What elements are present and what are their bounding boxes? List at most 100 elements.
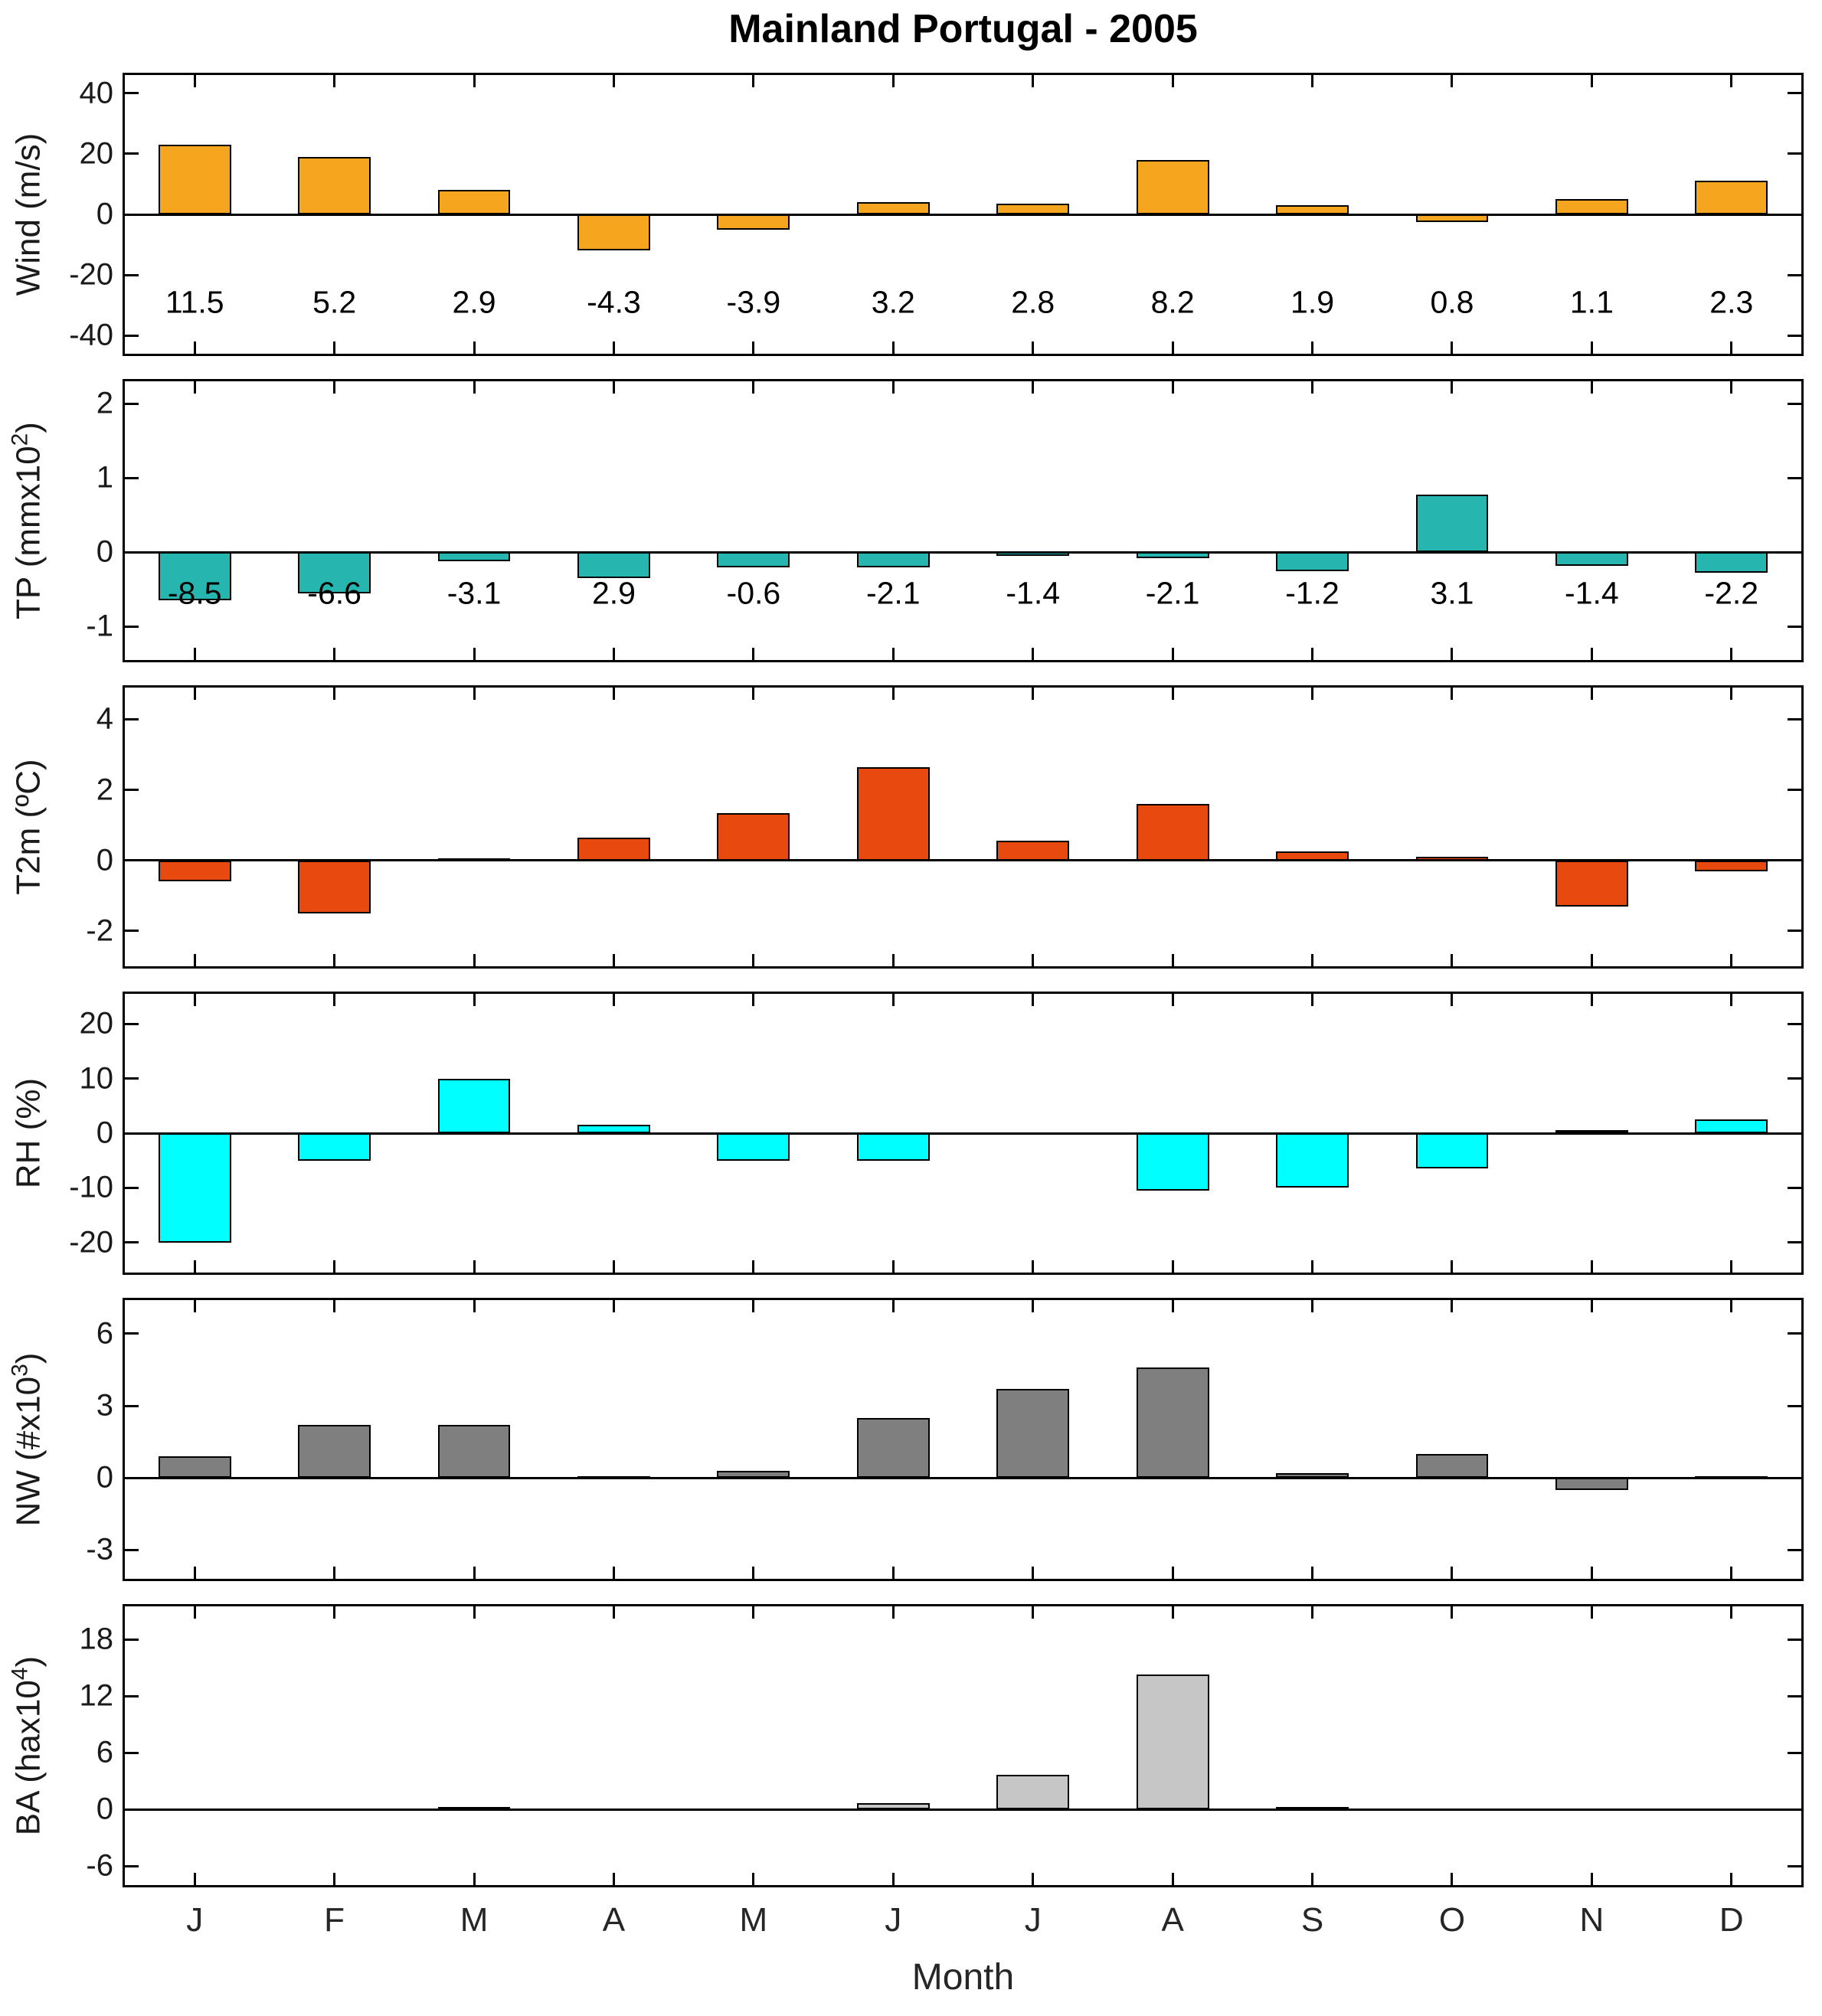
x-tick-mark bbox=[1032, 954, 1035, 966]
x-tick-mark bbox=[1590, 994, 1593, 1006]
x-tick-mark bbox=[1590, 75, 1593, 87]
x-tick-mark bbox=[1032, 648, 1035, 660]
y-tick-mark bbox=[125, 1186, 139, 1189]
x-tick-mark bbox=[1590, 1300, 1593, 1312]
tp-y-axis-label-text: TP (mmx10 bbox=[9, 446, 47, 619]
zero-line bbox=[125, 1132, 1801, 1135]
x-tick-mark bbox=[193, 75, 196, 87]
wind-plot-area: 11.5 5.2 2.9 -4.3 -3.9 3.2 2.8 8.2 1.9 0.8 1.1 2.3 bbox=[123, 73, 1804, 356]
x-tick-mark bbox=[473, 1567, 476, 1579]
bar-wind-F1 bbox=[298, 156, 371, 214]
bar-value-label: 5.2 bbox=[312, 284, 357, 320]
bar-value-label: 0.8 bbox=[1430, 284, 1474, 320]
y-tick-mark bbox=[1788, 334, 1801, 337]
x-tick-mark bbox=[1451, 1260, 1454, 1273]
bar-value-label: 1.1 bbox=[1569, 284, 1614, 320]
bar-nw-J6 bbox=[996, 1389, 1070, 1479]
x-tick-mark bbox=[473, 1606, 476, 1619]
t2m-y-axis-label: T2m (ºC) bbox=[8, 759, 48, 894]
x-tick-mark bbox=[193, 341, 196, 354]
x-tick-mark bbox=[333, 1873, 336, 1885]
x-tick-mark bbox=[473, 1873, 476, 1885]
y-tick-mark bbox=[1788, 1548, 1801, 1551]
bar-nw-D11 bbox=[1695, 1476, 1768, 1480]
x-tick-mark bbox=[612, 688, 615, 700]
x-tick-mark bbox=[612, 648, 615, 660]
rh-plot-area bbox=[123, 992, 1804, 1275]
x-tick-mark bbox=[1451, 1873, 1454, 1885]
x-tick-mark bbox=[473, 341, 476, 354]
bar-rh-M2 bbox=[437, 1078, 511, 1133]
wind-y-axis-label-text: Wind (m/s) bbox=[9, 132, 47, 296]
x-tick-mark bbox=[473, 1300, 476, 1312]
y-tick-mark bbox=[125, 1548, 139, 1551]
wind-y-axis-label: Wind (m/s) bbox=[8, 133, 48, 296]
bar-t2m-A3 bbox=[577, 837, 650, 861]
y-tick-mark bbox=[1788, 1022, 1801, 1025]
x-tick-mark bbox=[1311, 994, 1314, 1006]
x-tick-mark bbox=[612, 1300, 615, 1312]
x-tick-mark bbox=[193, 1260, 196, 1273]
x-tick-mark bbox=[1730, 1873, 1733, 1885]
bar-tp-S8 bbox=[1276, 552, 1349, 571]
y-tick-mark bbox=[1788, 930, 1801, 933]
x-tick-mark bbox=[1730, 381, 1733, 394]
bar-nw-M4 bbox=[717, 1470, 790, 1479]
x-tick-mark bbox=[612, 1260, 615, 1273]
y-tick-mark bbox=[1788, 717, 1801, 720]
y-tick-mark bbox=[125, 402, 139, 405]
bar-value-label: -6.6 bbox=[307, 575, 361, 611]
bar-nw-O9 bbox=[1415, 1453, 1489, 1479]
y-tick-label: 40 bbox=[79, 76, 114, 110]
bar-wind-A7 bbox=[1136, 159, 1209, 214]
bar-value-label: 1.9 bbox=[1290, 284, 1335, 320]
bar-value-label: -1.4 bbox=[1006, 575, 1061, 611]
y-tick-mark bbox=[125, 930, 139, 933]
tp-y-axis-label-post: ) bbox=[9, 422, 47, 433]
x-tick-label: N bbox=[1579, 1901, 1604, 1939]
y-tick-mark bbox=[125, 1022, 139, 1025]
x-tick-mark bbox=[473, 954, 476, 966]
bar-value-label: 2.9 bbox=[591, 575, 636, 611]
x-tick-mark bbox=[1311, 75, 1314, 87]
x-tick-mark bbox=[1032, 1606, 1035, 1619]
x-tick-mark bbox=[752, 1260, 755, 1273]
y-tick-mark bbox=[125, 1404, 139, 1407]
bar-tp-A3 bbox=[577, 552, 650, 579]
x-tick-mark bbox=[193, 1606, 196, 1619]
x-tick-label: J bbox=[885, 1901, 902, 1939]
y-tick-label: -40 bbox=[69, 318, 113, 352]
x-tick-mark bbox=[473, 994, 476, 1006]
bar-nw-J0 bbox=[158, 1456, 231, 1479]
x-tick-mark bbox=[1032, 75, 1035, 87]
x-tick-mark bbox=[1590, 954, 1593, 966]
bar-tp-A7 bbox=[1136, 552, 1209, 558]
bar-t2m-O9 bbox=[1415, 857, 1489, 861]
x-tick-mark bbox=[193, 381, 196, 394]
y-tick-label: -3 bbox=[86, 1532, 113, 1567]
bar-rh-A3 bbox=[577, 1125, 650, 1133]
y-tick-mark bbox=[1788, 92, 1801, 95]
bar-value-label: -8.5 bbox=[167, 575, 222, 611]
panel-rh: RH (%) 20 10 0 -10 -20 bbox=[0, 992, 1822, 1275]
bar-nw-M2 bbox=[437, 1425, 511, 1479]
tp-y-axis-label-sup: 2 bbox=[7, 433, 33, 446]
x-tick-mark bbox=[1311, 648, 1314, 660]
tp-plot-area: -8.5 -6.6 -3.1 2.9 -0.6 -2.1 -1.4 -2.1 -1.2 3.1 -1… bbox=[123, 379, 1804, 662]
x-tick-mark bbox=[612, 341, 615, 354]
x-tick-mark bbox=[193, 1300, 196, 1312]
y-tick-mark bbox=[125, 1132, 139, 1135]
x-tick-label: S bbox=[1300, 1901, 1324, 1939]
y-tick-mark bbox=[1788, 789, 1801, 792]
bar-ba-J6 bbox=[996, 1774, 1070, 1810]
y-tick-label: 0 bbox=[96, 197, 113, 231]
x-tick-mark bbox=[891, 75, 895, 87]
bar-value-label: -0.6 bbox=[726, 575, 781, 611]
y-tick-label: 4 bbox=[96, 701, 113, 736]
x-tick-mark bbox=[1032, 1300, 1035, 1312]
y-tick-label: 0 bbox=[96, 843, 113, 877]
x-tick-mark bbox=[333, 341, 336, 354]
y-tick-mark bbox=[1788, 859, 1801, 862]
y-tick-label: -20 bbox=[69, 257, 113, 292]
